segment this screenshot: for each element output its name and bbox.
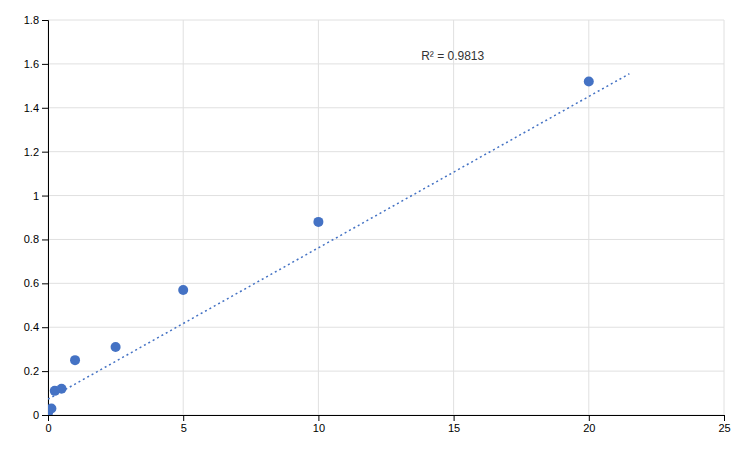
y-tick-mark bbox=[42, 64, 48, 65]
point bbox=[48, 403, 56, 413]
point bbox=[178, 285, 188, 295]
y-tick: 1.8 bbox=[24, 14, 48, 26]
y-tick: 1.4 bbox=[24, 102, 48, 114]
grid bbox=[48, 20, 724, 415]
y-tick: 1.2 bbox=[24, 146, 48, 158]
y-tick-mark bbox=[42, 196, 48, 197]
y-tick-label: 1.4 bbox=[24, 102, 39, 114]
point bbox=[70, 355, 80, 365]
y-tick-label: 0.6 bbox=[24, 277, 39, 289]
point bbox=[57, 384, 67, 394]
grid-line-y bbox=[48, 195, 724, 196]
x-axis-line bbox=[49, 416, 725, 422]
x-tick-mark bbox=[454, 415, 455, 421]
grid-line-x bbox=[453, 20, 454, 415]
y-tick: 0.4 bbox=[24, 321, 48, 333]
x-tick-mark bbox=[183, 415, 184, 421]
grid-line-y bbox=[48, 20, 724, 21]
y-tick-label: 0.4 bbox=[24, 321, 39, 333]
marks bbox=[48, 74, 629, 415]
scatter-series bbox=[48, 76, 594, 415]
y-axis: 0 0.2 0.4 0.6 0.8 1 1.2 1.4 1.6 1.8 bbox=[24, 14, 49, 421]
y-tick-label: 0 bbox=[33, 409, 39, 421]
y-tick-label: 0.2 bbox=[24, 365, 39, 377]
grid-line-x bbox=[183, 20, 184, 415]
x-tick: 5 bbox=[181, 415, 187, 434]
grid-line-x bbox=[724, 20, 725, 415]
chart: 0 5 10 15 20 25 0 0.2 0.4 0.6 0.8 1 1.2 1.4 1.6 1.8 R² =… bbox=[0, 0, 752, 451]
grid-line-y bbox=[48, 151, 724, 152]
y-tick-label: 1 bbox=[33, 190, 39, 202]
y-tick-mark bbox=[42, 327, 48, 328]
x-axis: 0 5 10 15 20 25 bbox=[45, 415, 730, 434]
x-tick-mark bbox=[318, 415, 319, 421]
x-tick-label: 20 bbox=[583, 422, 595, 434]
point bbox=[111, 342, 121, 352]
y-tick-mark bbox=[42, 152, 48, 153]
grid-line-y bbox=[48, 239, 724, 240]
x-tick: 15 bbox=[448, 415, 460, 434]
y-tick: 0 bbox=[33, 409, 48, 421]
y-tick-mark bbox=[42, 415, 48, 416]
x-tick: 0 bbox=[45, 415, 51, 434]
grid-line-y bbox=[48, 107, 724, 108]
x-tick: 10 bbox=[313, 415, 325, 434]
y-axis-line bbox=[42, 21, 49, 416]
grid-line-y bbox=[48, 327, 724, 328]
annotation: R² = 0.9813 bbox=[421, 49, 484, 63]
x-tick-label: 0 bbox=[45, 422, 51, 434]
x-tick: 20 bbox=[583, 415, 595, 434]
y-tick: 1 bbox=[33, 190, 48, 202]
x-tick: 25 bbox=[718, 415, 730, 434]
y-tick-mark bbox=[42, 371, 48, 372]
y-tick: 0.6 bbox=[24, 277, 48, 289]
y-tick-mark bbox=[42, 283, 48, 284]
grid-line-y bbox=[48, 371, 724, 372]
plot: 0 5 10 15 20 25 0 0.2 0.4 0.6 0.8 1 1.2 1.4 1.6 1.8 R² =… bbox=[24, 14, 731, 434]
chart-container: 0 5 10 15 20 25 0 0.2 0.4 0.6 0.8 1 1.2 1.4 1.6 1.8 R² =… bbox=[0, 0, 752, 451]
x-tick-label: 15 bbox=[448, 422, 460, 434]
x-tick-mark bbox=[724, 415, 725, 421]
point bbox=[313, 217, 323, 227]
point bbox=[584, 76, 594, 86]
x-tick-label: 5 bbox=[181, 422, 187, 434]
x-tick-label: 10 bbox=[313, 422, 325, 434]
y-tick-mark bbox=[42, 239, 48, 240]
trendline bbox=[48, 74, 629, 399]
grid-line-y bbox=[48, 63, 724, 64]
y-tick-mark bbox=[42, 108, 48, 109]
y-tick-label: 0.8 bbox=[24, 233, 39, 245]
y-tick: 1.6 bbox=[24, 58, 48, 70]
y-tick-label: 1.8 bbox=[24, 14, 39, 26]
y-tick: 0.8 bbox=[24, 233, 48, 245]
y-tick-mark bbox=[42, 20, 48, 21]
y-tick: 0.2 bbox=[24, 365, 48, 377]
x-tick-mark bbox=[589, 415, 590, 421]
x-tick-label: 25 bbox=[718, 422, 730, 434]
y-tick-label: 1.6 bbox=[24, 58, 39, 70]
grid-line-y bbox=[48, 283, 724, 284]
y-tick-label: 1.2 bbox=[24, 146, 39, 158]
